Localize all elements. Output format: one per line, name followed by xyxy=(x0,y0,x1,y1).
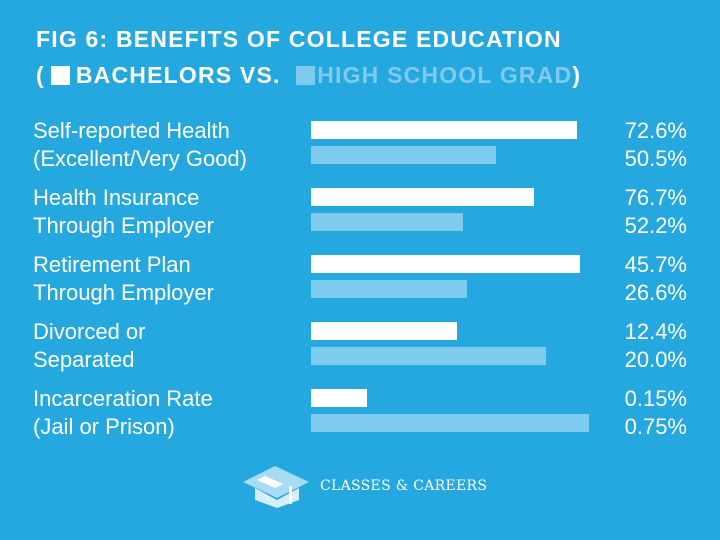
bar-high-school xyxy=(311,347,546,365)
legend-bachelors: BACHELORS VS. xyxy=(75,62,281,88)
value-label: 12.4% xyxy=(624,319,687,344)
group-label: Separated xyxy=(33,347,135,372)
bar-bachelors xyxy=(311,255,580,273)
group-label: Health Insurance xyxy=(33,185,200,210)
group-label: Retirement Plan xyxy=(33,252,191,277)
bar-bachelors xyxy=(311,121,577,139)
bar-bachelors xyxy=(311,322,457,340)
bar-group: Incarceration Rate (Jail or Prison) 0.15% 0… xyxy=(0,385,720,445)
legend: ( BACHELORS VS. HIGH SCHOOL GRAD) xyxy=(36,62,581,89)
bar-bachelors xyxy=(311,389,367,407)
value-label: 72.6% xyxy=(624,118,687,143)
graduation-cap-logo-icon xyxy=(243,466,309,508)
bar-high-school xyxy=(311,280,467,298)
value-label: 52.2% xyxy=(624,213,687,238)
group-label: Through Employer xyxy=(33,213,214,238)
bar-high-school xyxy=(311,213,463,231)
group-label: Through Employer xyxy=(33,280,214,305)
legend-swatch-high-school xyxy=(296,66,316,85)
chart-title: FIG 6: BENEFITS OF COLLEGE EDUCATION xyxy=(36,26,562,52)
value-label: 76.7% xyxy=(624,185,687,210)
value-label: 0.75% xyxy=(624,414,687,439)
legend-high-school: HIGH SCHOOL GRAD xyxy=(317,62,573,88)
legend-open-paren: ( xyxy=(36,62,45,88)
bar-group: Retirement Plan Through Employer 45.7% 26.6… xyxy=(0,251,720,311)
group-label: Incarceration Rate xyxy=(33,386,213,411)
bar-bachelors xyxy=(311,188,534,206)
group-label: (Excellent/Very Good) xyxy=(33,146,247,171)
group-label: (Jail or Prison) xyxy=(33,414,175,439)
value-label: 20.0% xyxy=(624,347,687,372)
legend-swatch-bachelors xyxy=(50,66,70,85)
value-label: 50.5% xyxy=(624,146,687,171)
bar-high-school xyxy=(311,146,496,164)
group-label: Self-reported Health xyxy=(33,118,230,143)
bar-high-school xyxy=(311,414,589,432)
brand-name: CLASSES & CAREERS xyxy=(320,478,488,494)
value-label: 0.15% xyxy=(624,386,687,411)
bar-group: Self-reported Health (Excellent/Very Good… xyxy=(0,117,720,177)
legend-close-paren: ) xyxy=(572,62,582,88)
bar-group: Divorced or Separated 12.4% 20.0% xyxy=(0,318,720,378)
value-label: 45.7% xyxy=(624,252,687,277)
value-label: 26.6% xyxy=(624,280,687,305)
group-label: Divorced or xyxy=(33,319,146,344)
bar-group: Health Insurance Through Employer 76.7% 52.… xyxy=(0,184,720,244)
